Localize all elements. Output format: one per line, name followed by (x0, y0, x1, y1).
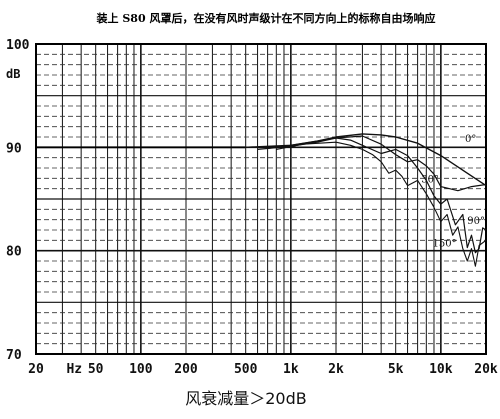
x-tick-label: 20 (28, 362, 44, 377)
plot-frame (35, 43, 487, 355)
chart-caption: 风衰减量＞20dB (185, 389, 307, 408)
curve-angle-label: 30° (421, 174, 439, 185)
curve-angle-label: 90° (467, 216, 485, 227)
series-line-150deg (276, 141, 487, 267)
x-tick-label: 2k (328, 362, 344, 377)
y-tick-label: 90 (6, 141, 22, 156)
y-axis-unit: dB (6, 67, 20, 81)
series-line-0deg (245, 133, 487, 187)
x-tick-label: 500 (234, 362, 258, 377)
x-tick-label: 200 (174, 362, 198, 377)
x-tick-label: 5k (388, 362, 404, 377)
chart-title: 装上 S80 风罩后，在没有风时声级计在不同方向上的标称自由场响应 (96, 11, 436, 25)
x-tick-label: 50 (88, 362, 104, 377)
x-tick-label: 10k (429, 362, 453, 377)
labels-group: 100 90 80 70 20 Hz 50 100 200 500 1k 2k 5k 10k 20k 0° 30… (6, 38, 498, 377)
x-tick-label: Hz (66, 362, 82, 377)
y-tick-label: 80 (6, 245, 22, 260)
curve-angle-label: 150° (433, 239, 457, 250)
grid (35, 43, 487, 355)
series-line-30deg (257, 135, 487, 192)
y-tick-label: 100 (6, 38, 30, 53)
x-tick-label: 20k (474, 362, 498, 377)
y-tick-label: 70 (6, 348, 22, 363)
x-tick-label: 100 (129, 362, 153, 377)
series-line-90deg (267, 137, 487, 254)
series-group (245, 133, 487, 267)
curve-angle-label: 0° (465, 134, 476, 145)
x-tick-label: 1k (283, 362, 299, 377)
